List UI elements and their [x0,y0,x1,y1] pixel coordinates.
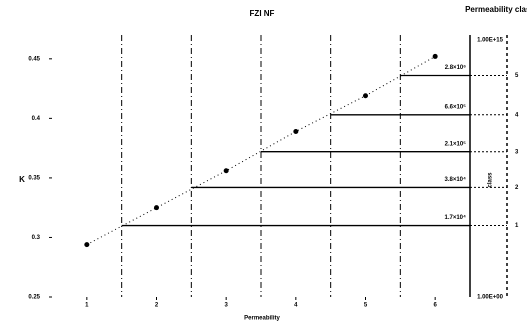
class-label: 2.1×10⁵ [445,141,467,147]
class-number: 1 [515,223,519,229]
point [432,53,438,59]
x-tick-label: 2 [155,303,159,309]
x-tick-label: 1 [85,303,89,309]
y-axis-label: K [19,175,25,184]
x-axis-label: Permeability [244,316,280,322]
class-label: 2.8×10⁶ [445,65,467,71]
y-tick-label: 0.25 [28,295,40,301]
x-tick-label: 4 [294,303,298,309]
y-tick-label: 0.4 [32,116,41,122]
point [223,168,229,174]
trend-line [86,56,436,246]
chart-title: FZI NF [250,9,275,18]
class-label: 1.7×10⁴ [445,215,467,221]
class-number: 4 [515,112,519,118]
y-tick-label: 0.3 [32,235,41,241]
point [293,128,299,134]
y2-axis-label: class [488,172,494,188]
y2-top-label: 1.00E+15 [477,38,504,44]
class-label: 6.6×10⁵ [445,104,467,110]
y2-bottom-label: 1.00E+00 [477,295,504,301]
y-tick-label: 0.45 [28,56,40,62]
point [154,205,159,211]
class-label: 3.8×10⁴ [445,177,467,183]
class-number: 5 [515,73,519,79]
y-tick-label: 0.35 [28,175,40,181]
x-tick-label: 3 [224,303,228,309]
class-number: 3 [515,149,519,155]
x-tick-label: 5 [364,303,368,309]
y2-title: Permeability class [465,5,527,14]
class-number: 2 [515,185,519,191]
point [363,93,368,99]
x-tick-label: 6 [433,303,437,309]
point [84,242,90,248]
